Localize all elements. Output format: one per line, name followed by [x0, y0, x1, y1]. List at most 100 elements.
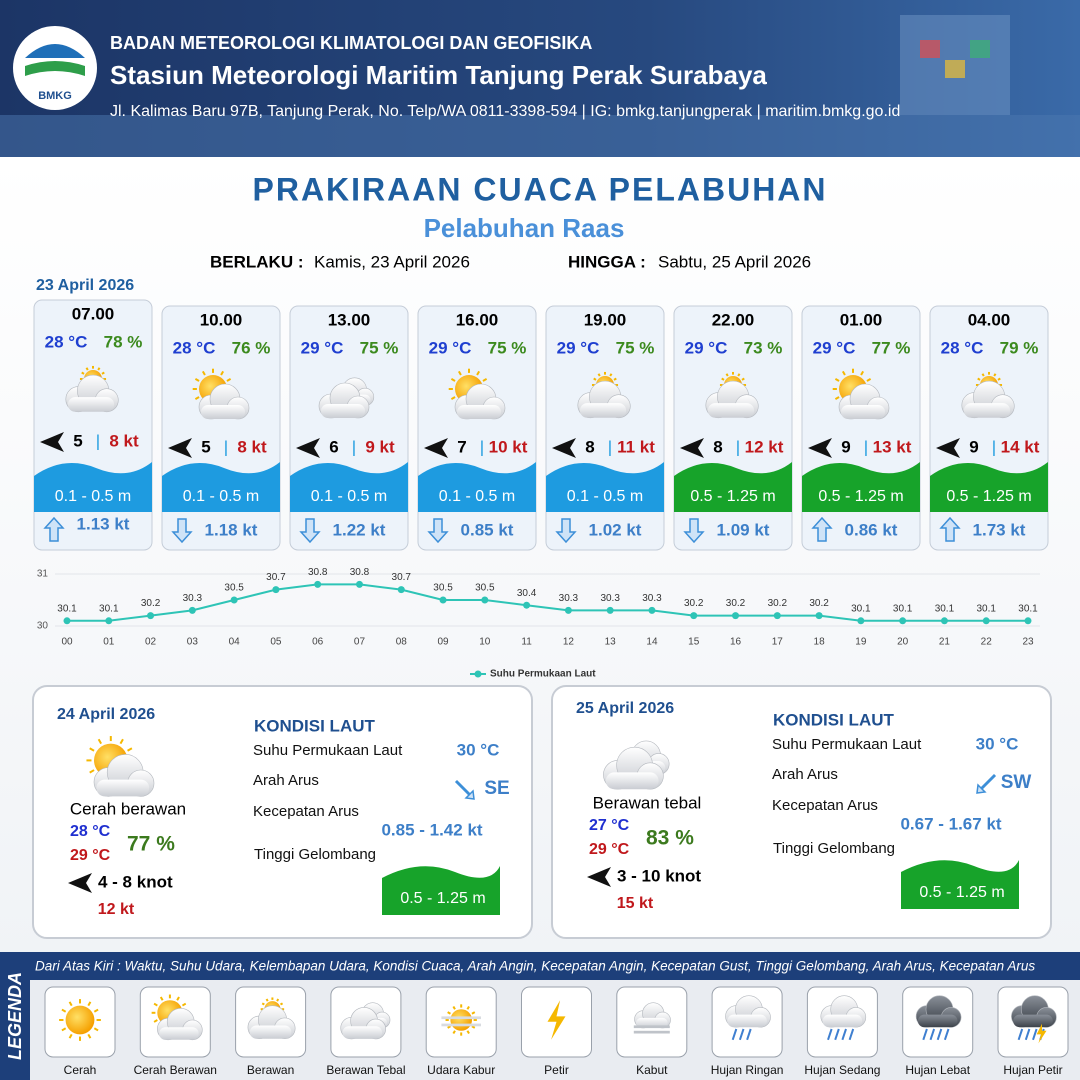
humidity: 75 % — [616, 338, 655, 357]
time: 04.00 — [968, 310, 1011, 329]
humidity: 77 % — [127, 833, 175, 856]
gust: 12 kt — [745, 437, 784, 456]
separator: | — [608, 437, 612, 456]
current-speed: 1.09 kt — [717, 520, 770, 539]
time: 16.00 — [456, 310, 499, 329]
data-label: 30.2 — [809, 598, 829, 609]
header-deco — [970, 40, 990, 58]
current-dir-label: Arah Arus — [253, 772, 319, 789]
cloud-part — [159, 1027, 199, 1040]
wave-height: 0.1 - 0.5 m — [183, 488, 259, 505]
legend-label: Petir — [544, 1063, 569, 1077]
legend-label: Hujan Petir — [1003, 1063, 1062, 1077]
wave-label: Tinggi Gelombang — [254, 846, 376, 863]
sst-point — [940, 617, 948, 625]
sun-ray — [457, 370, 462, 376]
wind-arrow — [680, 438, 704, 458]
sun-ray — [725, 373, 729, 377]
sun-ray — [93, 1008, 99, 1013]
sst-line — [67, 583, 1028, 622]
sun-ray — [119, 738, 124, 745]
gust: 8 kt — [109, 431, 139, 450]
sst-point — [732, 612, 740, 620]
sun-ray — [866, 377, 872, 382]
time: 19.00 — [584, 310, 627, 329]
temperature: 29 °C — [301, 338, 344, 357]
current-arrow — [811, 516, 833, 542]
weather-icon — [441, 1004, 481, 1036]
sun-ray — [834, 377, 840, 382]
data-label: 30.7 — [392, 572, 412, 583]
time: 10.00 — [200, 310, 243, 329]
sun-ray — [93, 1027, 99, 1032]
sst-point — [648, 606, 656, 614]
sun-ray — [153, 1002, 158, 1007]
cloud-part — [963, 403, 1011, 418]
haze — [441, 1023, 481, 1027]
data-label: 30.3 — [559, 593, 579, 604]
wind-arrow — [168, 438, 192, 458]
legend-label: Kabut — [636, 1063, 668, 1077]
data-label: 30.8 — [308, 567, 328, 578]
sun-ray — [279, 1002, 284, 1006]
sun-ray — [276, 998, 280, 1002]
data-label: 30.3 — [642, 593, 662, 604]
valid-until: Sabtu, 25 April 2026 — [658, 252, 811, 271]
sun — [450, 1009, 473, 1031]
x-tick-label: 13 — [605, 637, 617, 648]
current-arrow — [454, 779, 475, 800]
current-speed: 1.18 kt — [205, 520, 258, 539]
humidity: 83 % — [646, 827, 694, 850]
separator: | — [864, 437, 868, 456]
bolt — [547, 1000, 566, 1040]
x-tick-label: 14 — [646, 637, 658, 648]
condition: Cerah berawan — [70, 799, 186, 818]
x-tick-label: 17 — [772, 637, 784, 648]
cloud-part — [249, 1025, 292, 1039]
sst-point — [230, 596, 238, 604]
rain — [834, 1028, 840, 1041]
current-speed: 0.86 kt — [845, 520, 898, 539]
sun-ray — [471, 1025, 476, 1029]
sst-point — [63, 617, 71, 625]
cloud-part — [342, 1026, 383, 1039]
sst-point — [439, 596, 447, 604]
separator: | — [736, 437, 740, 456]
wave-area — [930, 462, 1048, 512]
y-tick-label: 31 — [37, 569, 49, 580]
x-tick-label: 08 — [396, 637, 408, 648]
legend-swatch — [474, 670, 482, 678]
current-dir-label: Arah Arus — [772, 766, 838, 783]
sea-heading: KONDISI LAUT — [773, 710, 895, 729]
wind-arrow — [424, 438, 448, 458]
fog — [633, 1025, 670, 1029]
sst-point — [397, 586, 405, 594]
data-label: 30.5 — [475, 583, 495, 594]
logo-shape — [25, 61, 85, 76]
sst-point — [815, 612, 823, 620]
current-speed: 1.13 kt — [77, 514, 130, 533]
current-arrow — [555, 518, 577, 544]
sun-ray — [841, 370, 846, 376]
sst-point — [1024, 617, 1032, 625]
legend-note-bar — [30, 952, 1080, 980]
wind-arrow — [587, 867, 611, 887]
current-arrow — [43, 516, 65, 542]
weather-icon — [725, 995, 771, 1041]
sst-point — [899, 617, 907, 625]
data-label: 30.1 — [99, 603, 119, 614]
wave-height: 0.1 - 0.5 m — [311, 488, 387, 505]
legend-label: Suhu Permukaan Laut — [490, 669, 596, 680]
sun — [65, 1005, 95, 1035]
sun-ray — [981, 373, 985, 377]
humidity: 73 % — [744, 338, 783, 357]
sst-point — [606, 606, 614, 614]
wave-area — [802, 462, 920, 512]
cloud-part — [707, 403, 755, 418]
y-tick-label: 30 — [37, 621, 49, 632]
sun-ray — [466, 1030, 470, 1035]
weather-icon — [832, 368, 890, 420]
x-tick-label: 22 — [981, 637, 993, 648]
sun-ray — [61, 1027, 67, 1032]
